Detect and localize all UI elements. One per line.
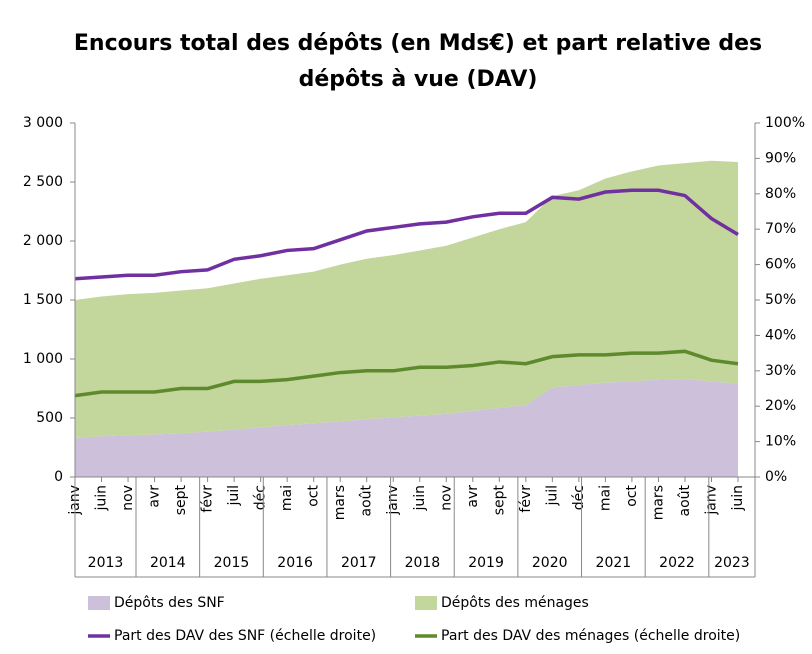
x-tick-label: juin	[730, 485, 746, 512]
chart-title: Encours total des dépôts (en Mds€) et pa…	[74, 31, 762, 56]
y2-tick-label: 40%	[765, 327, 796, 343]
y2-tick-label: 70%	[765, 221, 796, 237]
x-tick-label: déc	[253, 485, 269, 510]
x-tick-label: févr	[518, 485, 534, 513]
year-label: 2019	[468, 555, 504, 571]
x-tick-label: oct	[306, 485, 322, 507]
x-tick-label: janv	[703, 485, 719, 516]
year-label: 2016	[277, 555, 313, 571]
legend-swatch	[415, 596, 437, 610]
x-tick-label: déc	[571, 485, 587, 510]
y2-tick-label: 0%	[765, 469, 787, 485]
x-tick-label: mars	[332, 485, 348, 520]
y-tick-label: 1 500	[23, 292, 63, 308]
y2-tick-label: 30%	[765, 363, 796, 379]
x-tick-label: janv	[385, 485, 401, 516]
legend-label: Dépôts des ménages	[441, 595, 589, 611]
legend-swatch	[88, 596, 110, 610]
line	[74, 349, 739, 398]
y2-tick-label: 50%	[765, 292, 796, 308]
year-label: 2020	[532, 555, 568, 571]
y2-tick-label: 100%	[765, 115, 805, 131]
year-label: 2013	[88, 555, 124, 571]
legend-label: Dépôts des SNF	[114, 595, 225, 611]
x-tick-label: oct	[624, 485, 640, 507]
year-label: 2021	[596, 555, 632, 571]
y-tick-label: 2 000	[23, 233, 63, 249]
x-tick-label: sept	[491, 485, 507, 516]
y-tick-label: 2 500	[23, 174, 63, 190]
y-tick-label: 500	[36, 410, 63, 426]
x-tick-label: mars	[650, 485, 666, 520]
x-tick-label: mai	[279, 485, 295, 511]
x-tick-label: août	[359, 484, 375, 516]
y2-tick-label: 90%	[765, 150, 796, 166]
x-tick-label: juin	[94, 485, 110, 512]
x-tick-label: avr	[147, 485, 163, 508]
y-tick-label: 0	[54, 469, 63, 485]
y2-tick-label: 10%	[765, 434, 796, 450]
x-tick-label: avr	[465, 485, 481, 508]
x-tick-label: nov	[120, 485, 136, 511]
legend-label: Part des DAV des SNF (échelle droite)	[114, 628, 376, 644]
y-tick-label: 1 000	[23, 351, 63, 367]
x-tick-label: juin	[412, 485, 428, 512]
line	[74, 188, 739, 281]
y-tick-label: 3 000	[23, 115, 63, 131]
year-label: 2014	[150, 555, 186, 571]
y2-tick-label: 20%	[765, 398, 796, 414]
year-label: 2022	[659, 555, 695, 571]
year-label: 2018	[405, 555, 441, 571]
x-tick-label: mai	[597, 485, 613, 511]
y2-tick-label: 80%	[765, 186, 796, 202]
year-label: 2017	[341, 555, 377, 571]
x-tick-label: sept	[173, 485, 189, 516]
year-label: 2023	[714, 555, 750, 571]
legend-label: Part des DAV des ménages (échelle droite…	[441, 628, 740, 644]
x-tick-label: juil	[226, 485, 242, 507]
x-tick-label: nov	[438, 485, 454, 511]
x-tick-label: févr	[200, 485, 216, 513]
x-tick-label: août	[677, 484, 693, 516]
x-tick-label: juil	[544, 485, 560, 507]
area	[75, 160, 738, 439]
year-label: 2015	[214, 555, 250, 571]
area	[75, 379, 738, 477]
y2-tick-label: 60%	[765, 257, 796, 273]
chart-title: dépôts à vue (DAV)	[299, 67, 538, 92]
